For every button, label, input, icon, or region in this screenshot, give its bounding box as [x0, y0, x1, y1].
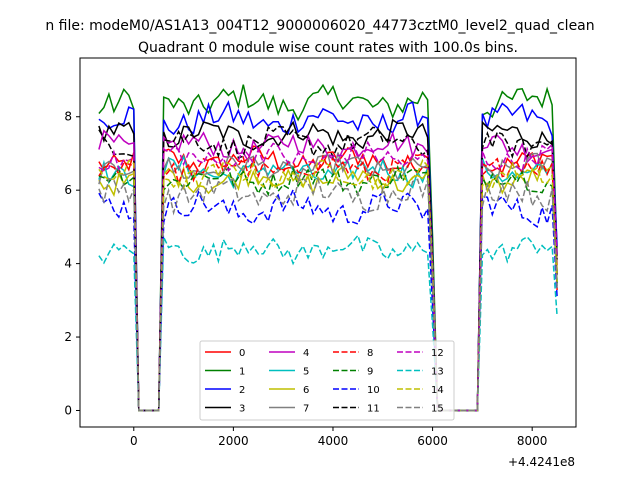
legend-label: 11 — [367, 404, 380, 415]
y-tick-label: 8 — [64, 110, 72, 124]
y-tick-label: 6 — [64, 183, 72, 197]
legend-label: 4 — [303, 348, 309, 359]
y-tick-label: 4 — [64, 257, 72, 271]
figure-suptitle: n file: modeM0/AS1A13_004T12_9000006020_… — [45, 18, 594, 34]
series-line-14 — [98, 159, 558, 412]
x-tick-label: 4000 — [318, 434, 349, 448]
legend-label: 13 — [431, 367, 444, 378]
y-tick-label: 0 — [64, 403, 72, 417]
plot-area — [98, 83, 558, 412]
y-tick-label: 2 — [64, 330, 72, 344]
legend-label: 5 — [303, 367, 309, 378]
legend-label: 3 — [239, 404, 245, 415]
plot-frame — [79, 57, 577, 428]
x-offset-label: +4.4241e8 — [508, 455, 575, 469]
legend-label: 2 — [239, 385, 245, 396]
legend-label: 0 — [239, 348, 245, 359]
legend-label: 9 — [367, 367, 373, 378]
legend-label: 10 — [367, 385, 380, 396]
axes: 0 2000 4000 6000 8000 0 2 4 6 8 — [64, 110, 547, 448]
legend-label: 1 — [239, 367, 245, 378]
legend-label: 7 — [303, 404, 309, 415]
legend-label: 15 — [431, 404, 444, 415]
legend-label: 12 — [431, 348, 444, 359]
chart-title: Quadrant 0 module wise count rates with … — [138, 40, 518, 56]
x-tick-label: 8000 — [517, 434, 548, 448]
legend-label: 6 — [303, 385, 309, 396]
series-line-13 — [98, 233, 558, 412]
x-tick-label: 2000 — [218, 434, 249, 448]
legend-box — [199, 340, 455, 421]
legend-label: 14 — [431, 385, 444, 396]
x-tick-label: 0 — [130, 434, 138, 448]
x-tick-label: 6000 — [417, 434, 448, 448]
legend-label: 8 — [367, 348, 373, 359]
